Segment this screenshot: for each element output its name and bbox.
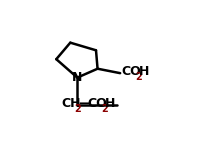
Text: 2: 2 [101, 104, 108, 114]
Text: 2: 2 [74, 104, 81, 114]
Text: N: N [72, 71, 82, 84]
Text: —: — [78, 98, 90, 110]
Text: H: H [105, 98, 115, 110]
Text: 2: 2 [134, 72, 141, 82]
Text: H: H [138, 65, 148, 78]
Text: CH: CH [61, 98, 80, 110]
Text: CO: CO [120, 65, 140, 78]
Text: CO: CO [87, 98, 107, 110]
